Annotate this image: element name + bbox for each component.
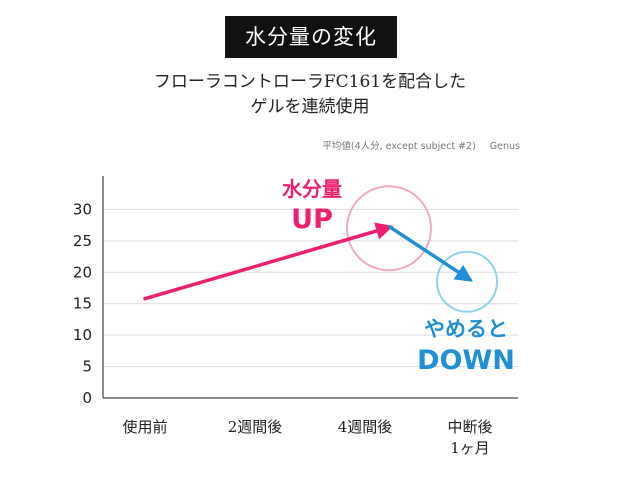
chart-note: 平均値(4人分, except subject #2) Genus <box>270 138 520 152</box>
down-annotation-line-2: DOWN <box>417 345 515 376</box>
chart-subtitle: フローラコントローラFC161を配合した ゲルを連続使用 <box>80 70 540 120</box>
x-tick-label-line: 1ヶ月 <box>450 439 490 457</box>
grid-lines <box>103 208 518 368</box>
up-annotation-line-1: 水分量 <box>282 177 342 201</box>
note-average: 平均値(4人分, except subject #2) <box>322 141 476 152</box>
x-tick-label-line: 使用前 <box>122 418 167 436</box>
series-segment-up <box>143 222 394 301</box>
y-tick-label: 15 <box>73 295 92 313</box>
y-tick-label: 5 <box>82 358 92 376</box>
up-annotation-line-2: UP <box>291 204 333 235</box>
annotations: 水分量 UP やめると DOWN <box>282 177 515 376</box>
y-tick-label: 0 <box>82 389 92 407</box>
y-tick-label: 25 <box>73 232 92 250</box>
down-annotation-line-1: やめると <box>424 317 508 341</box>
y-tick-label: 30 <box>73 200 92 218</box>
series-segment-down <box>388 225 473 282</box>
note-brand: Genus <box>489 141 520 152</box>
x-tick-label: 4週間後 <box>338 418 393 436</box>
x-tick-label: 使用前 <box>122 418 167 436</box>
x-tick-label: 2週間後 <box>228 418 283 436</box>
series-lines <box>143 222 473 301</box>
y-tick-labels: 0 5 10 15 20 25 30 <box>73 200 92 407</box>
x-tick-labels: 使用前 2週間後 4週間後 中断後 1ヶ月 <box>122 418 492 457</box>
x-tick-label-line: 4週間後 <box>338 418 393 436</box>
up-highlight-circle <box>346 185 432 272</box>
x-tick-label-line: 2週間後 <box>228 418 283 436</box>
down-highlight-circle <box>436 250 498 313</box>
y-tick-label: 10 <box>73 326 92 344</box>
axes <box>102 176 518 399</box>
highlight-circles <box>346 185 498 313</box>
subtitle-line-2: ゲルを連続使用 <box>250 97 370 117</box>
y-tick-label: 20 <box>73 263 92 281</box>
x-tick-label: 中断後 1ヶ月 <box>447 418 492 457</box>
x-tick-label-line: 中断後 <box>447 418 492 436</box>
chart-title-badge: 水分量の変化 <box>225 16 397 58</box>
subtitle-line-1: フローラコントローラFC161を配合した <box>153 72 467 92</box>
